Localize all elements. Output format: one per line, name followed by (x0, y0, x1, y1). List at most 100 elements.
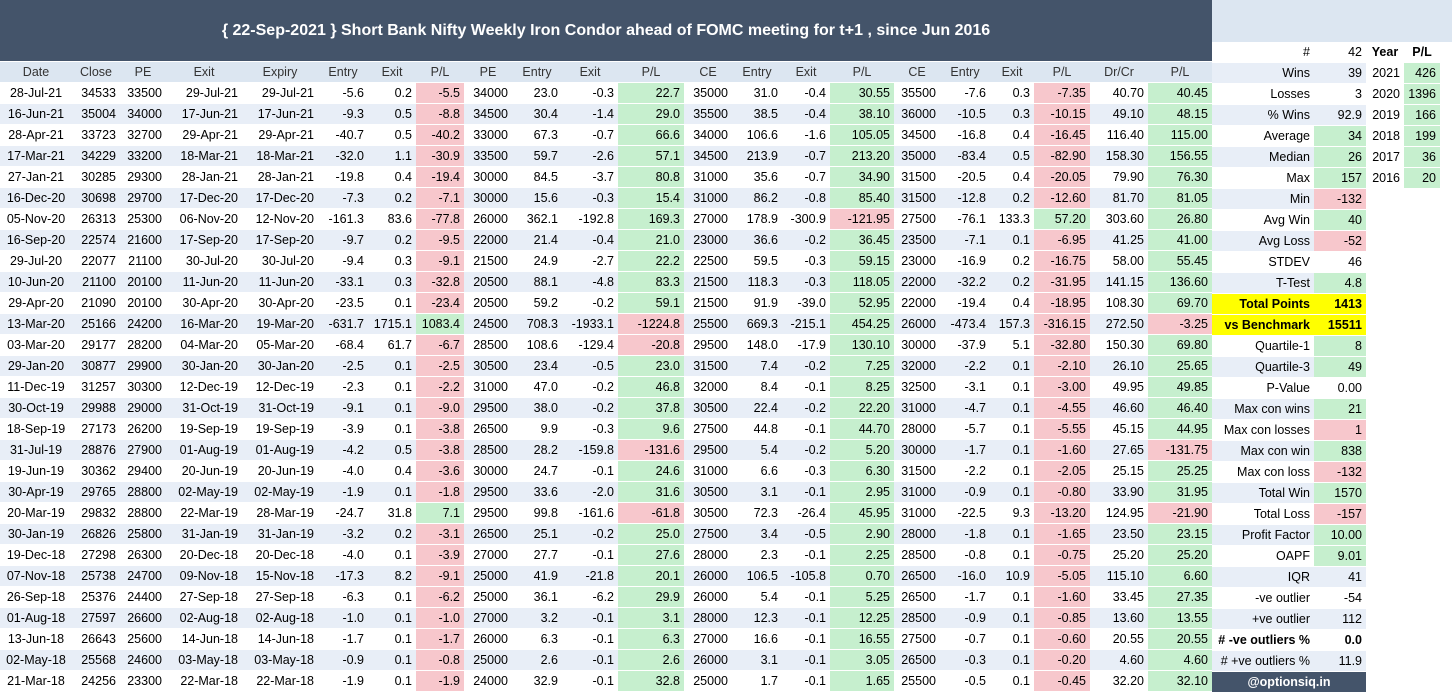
table-cell: -0.1 (782, 628, 830, 650)
table-cell: 17-Sep-20 (166, 229, 242, 251)
table-cell: 0.1 (990, 397, 1034, 419)
table-cell: 454.25 (830, 313, 894, 335)
table-cell: 38.5 (732, 103, 782, 125)
table-cell: -1.7 (318, 628, 368, 650)
table-cell: 29-Jul-21 (242, 82, 318, 104)
table-row: 01-Aug-18 27597 26600 02-Aug-18 02-Aug-18 -1.… (0, 607, 1212, 629)
table-cell: 27.6 (618, 544, 684, 566)
table-cell: -3.8 (416, 418, 464, 440)
table-row: 16-Dec-20 30698 29700 17-Dec-20 17-Dec-20 -7.… (0, 187, 1212, 209)
table-cell: 79.90 (1090, 166, 1148, 188)
table-cell: 49.95 (1090, 376, 1148, 398)
column-header: Exit (166, 62, 242, 83)
table-cell: -12.60 (1034, 187, 1090, 209)
table-cell: 57.20 (1034, 208, 1090, 230)
table-cell: 25738 (72, 565, 120, 587)
table-cell: 26000 (464, 628, 512, 650)
table-cell: -1.60 (1034, 439, 1090, 461)
table-cell: 45.95 (830, 502, 894, 524)
table-cell: -0.1 (782, 670, 830, 692)
table-cell: 25800 (120, 523, 166, 545)
table-cell: -9.5 (416, 229, 464, 251)
table-cell: -0.2 (562, 397, 618, 419)
table-cell: -16.45 (1034, 124, 1090, 146)
table-cell: 28-Jul-21 (0, 82, 72, 104)
table-cell: 17-Dec-20 (166, 187, 242, 209)
table-cell: 28000 (684, 607, 732, 629)
table-cell: 28800 (120, 502, 166, 524)
table-cell: 22.2 (618, 250, 684, 272)
stats-row: Quartile-3 49 (1212, 356, 1440, 378)
table-cell: 29177 (72, 334, 120, 356)
table-cell: 04-Mar-20 (166, 334, 242, 356)
table-cell: 29500 (464, 397, 512, 419)
table-cell: -7.35 (1034, 82, 1090, 104)
brand-label: @optionsiq.in (1212, 671, 1366, 693)
table-cell: 40.70 (1090, 82, 1148, 104)
table-cell: 30000 (464, 187, 512, 209)
table-cell: 4.60 (1090, 649, 1148, 671)
table-cell: 36.6 (732, 229, 782, 251)
table-cell: 05-Nov-20 (0, 208, 72, 230)
table-cell: -0.3 (562, 82, 618, 104)
stat-value: 0.00 (1314, 377, 1366, 399)
table-cell: 25000 (464, 586, 512, 608)
table-cell: -2.10 (1034, 355, 1090, 377)
stats-row: Avg Win 40 (1212, 209, 1440, 231)
table-cell: -192.8 (562, 208, 618, 230)
table-cell: 20.55 (1148, 628, 1212, 650)
column-header: Entry (512, 62, 562, 83)
table-cell: 0.1 (990, 670, 1034, 692)
stat-label: OAPF (1212, 545, 1314, 567)
table-cell: -4.0 (318, 544, 368, 566)
table-cell: 17-Dec-20 (242, 187, 318, 209)
table-cell: -39.0 (782, 292, 830, 314)
stat-value: 1570 (1314, 482, 1366, 504)
column-header: P/L (618, 62, 684, 83)
table-cell: 21500 (464, 250, 512, 272)
table-cell: 3.05 (830, 649, 894, 671)
table-cell: 31257 (72, 376, 120, 398)
table-cell: -1224.8 (618, 313, 684, 335)
table-row: 07-Nov-18 25738 24700 09-Nov-18 15-Nov-18 -17… (0, 565, 1212, 587)
table-cell: 26000 (684, 565, 732, 587)
table-cell: -4.0 (318, 460, 368, 482)
table-cell: 25300 (120, 208, 166, 230)
table-cell: 0.5 (368, 124, 416, 146)
stat-label: T-Test (1212, 272, 1314, 294)
table-cell: 24400 (120, 586, 166, 608)
table-cell: 28800 (120, 481, 166, 503)
column-header: Dr/Cr (1090, 62, 1148, 83)
stat-value: 0.0 (1314, 629, 1366, 651)
table-cell: 0.1 (368, 649, 416, 671)
stat-value: 92.9 (1314, 104, 1366, 126)
table-cell: 29300 (120, 166, 166, 188)
table-cell: -32.8 (416, 271, 464, 293)
stats-row: Profit Factor 10.00 (1212, 524, 1440, 546)
table-cell: 272.50 (1090, 313, 1148, 335)
stats-row: Max con loss -132 (1212, 461, 1440, 483)
table-cell: -0.80 (1034, 481, 1090, 503)
table-cell: -6.2 (416, 586, 464, 608)
table-cell: 3.1 (618, 607, 684, 629)
table-cell: 9.3 (990, 502, 1034, 524)
table-cell: 15.6 (512, 187, 562, 209)
table-cell: 02-May-19 (166, 481, 242, 503)
table-row: 30-Jan-19 26826 25800 31-Jan-19 31-Jan-19 -3.… (0, 523, 1212, 545)
table-cell: -20.5 (940, 166, 990, 188)
table-cell: 0.2 (990, 271, 1034, 293)
table-cell: -32.80 (1034, 334, 1090, 356)
table-cell: 26826 (72, 523, 120, 545)
table-cell: 33500 (120, 82, 166, 104)
table-cell: 45.15 (1090, 418, 1148, 440)
table-cell: -83.4 (940, 145, 990, 167)
table-cell: 20-Jun-19 (166, 460, 242, 482)
table-cell: 32500 (894, 376, 940, 398)
table-cell: 01-Aug-19 (242, 439, 318, 461)
stat-label: Wins (1212, 62, 1314, 84)
table-cell: 0.1 (368, 376, 416, 398)
stat-label: Max (1212, 167, 1314, 189)
table-cell: 17-Jun-21 (242, 103, 318, 125)
stats-row: OAPF 9.01 (1212, 545, 1440, 567)
table-cell: 9.9 (512, 418, 562, 440)
